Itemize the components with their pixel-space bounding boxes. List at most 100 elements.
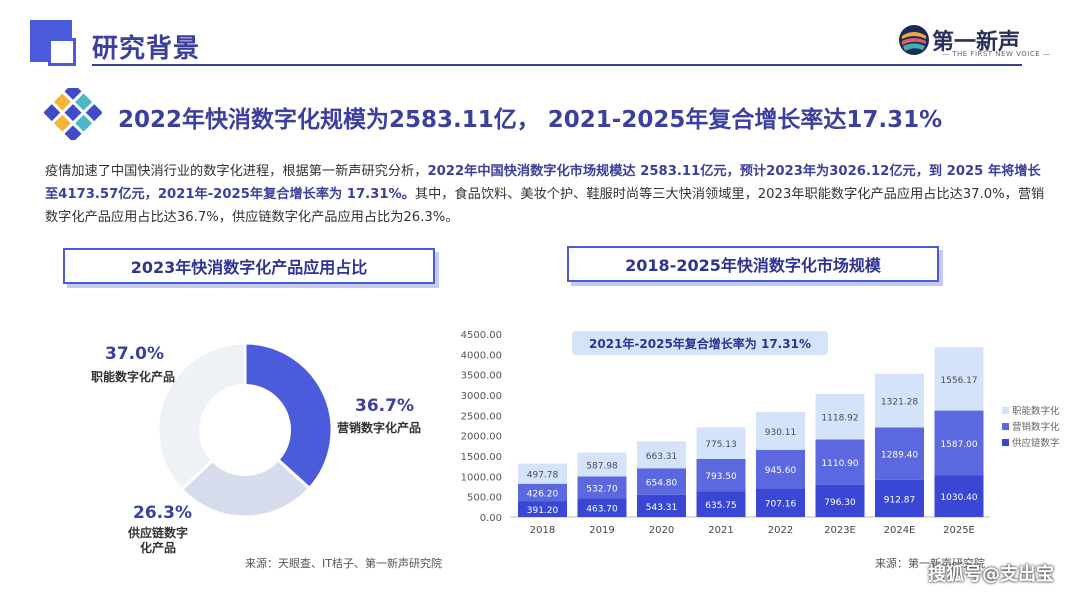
logo-subtitle: — THE FIRST NEW VOICE — <box>942 50 1051 58</box>
right-section-title: 2018-2025年快消数字化市场规模 <box>567 246 939 282</box>
slice-pct-label: 26.3% <box>133 503 192 523</box>
donut-hole <box>199 384 291 476</box>
bar-segment <box>696 458 746 492</box>
page-title: 研究背景 <box>92 34 201 64</box>
y-tick-label: 3500.00 <box>461 371 502 382</box>
bar-segment <box>518 463 567 484</box>
bar-segment <box>875 373 924 428</box>
paragraph-part-3: 其中，食品饮料、美妆个护、鞋服时尚等三大快消领域里，2023年职能数字化产品应用… <box>45 187 1045 225</box>
bar-value-label: 793.50 <box>705 472 737 482</box>
bar-value-label: 1321.28 <box>881 398 918 408</box>
left-section-title: 2023年快消数字化产品应用占比 <box>63 248 435 284</box>
bar-value-label: 945.60 <box>765 466 797 476</box>
y-tick-label: 3000.00 <box>461 391 502 402</box>
x-tick-label: 2025E <box>943 525 975 536</box>
y-tick-label: 0.00 <box>480 513 502 524</box>
right-source: 来源：第一新声研究院 <box>875 557 985 570</box>
cagr-callout: 2021年-2025年复合增长率为 17.31% <box>572 331 828 355</box>
bar-segment <box>815 393 865 440</box>
bar-segment <box>815 439 865 485</box>
bar-value-label: 1289.40 <box>881 451 918 461</box>
bar-segment <box>815 484 865 517</box>
x-tick-label: 2019 <box>589 525 614 536</box>
bar-value-label: 426.20 <box>527 489 559 499</box>
bar-value-label: 796.30 <box>824 498 856 508</box>
bar-value-label: 707.16 <box>765 500 797 510</box>
bar-value-label: 663.31 <box>646 452 678 462</box>
header-decor-outline <box>48 38 76 66</box>
bar-segment <box>756 411 805 450</box>
bar-value-label: 1118.92 <box>821 414 858 424</box>
legend-label: 供应链数字化 <box>1012 437 1060 449</box>
bar-segment <box>934 475 984 517</box>
y-tick-label: 1500.00 <box>461 452 502 463</box>
slice-pct-label: 36.7% <box>355 396 414 416</box>
y-tick-label: 4000.00 <box>461 350 502 361</box>
bar-segment <box>637 441 686 469</box>
header-divider <box>92 64 1022 66</box>
x-tick-label: 2022 <box>768 525 793 536</box>
bar-chart: 0.00 500.00 1000.00 1500.00 2000.00 2500.00 30… <box>461 330 1060 536</box>
logo-icon <box>899 25 929 55</box>
bar-value-label: 497.78 <box>527 471 559 481</box>
slice-name-label: 营销数字化产品 <box>337 421 422 435</box>
x-tick-label: 2023E <box>824 525 856 536</box>
diamond-pattern-icon <box>43 82 103 143</box>
legend-label: 职能数字化 <box>1012 405 1060 417</box>
intro-paragraph: 疫情加速了中国快消行业的数字化进程，根据第一新声研究分析，2022年中国快消数字… <box>45 160 1045 229</box>
bar-segment <box>696 427 746 459</box>
x-tick-label: 2018 <box>530 525 555 536</box>
logo-text: 第一新声 <box>932 30 1021 55</box>
bar-value-label: 587.98 <box>586 462 618 472</box>
bar-value-label: 1587.00 <box>940 440 977 450</box>
bar-value-label: 635.75 <box>705 501 737 511</box>
bar-value-label: 1030.40 <box>940 493 977 503</box>
bar-value-label: 930.11 <box>765 428 797 438</box>
bar-segment <box>756 449 805 489</box>
x-tick-label: 2024E <box>884 525 916 536</box>
slice-pct-label: 37.0% <box>105 344 164 364</box>
bar-segment <box>875 479 924 517</box>
bar-segment <box>934 347 984 411</box>
bar-segment <box>577 452 627 477</box>
bar-value-label: 543.31 <box>646 503 678 513</box>
bar-segment <box>637 494 686 517</box>
bar-segment <box>696 491 746 517</box>
bar-value-label: 775.13 <box>705 440 737 450</box>
slice-name-label: 职能数字化产品 <box>91 370 176 384</box>
y-tick-label: 1000.00 <box>461 472 502 483</box>
y-tick-label: 500.00 <box>467 493 502 504</box>
bar-segment <box>756 488 805 517</box>
y-tick-label: 2500.00 <box>461 411 502 422</box>
bar-value-label: 391.20 <box>527 506 559 516</box>
x-tick-label: 2021 <box>708 525 733 536</box>
bar-segment <box>637 468 686 495</box>
headline: 2022年快消数字化规模为2583.11亿， 2021-2025年复合增长率达1… <box>118 107 943 133</box>
bar-value-label: 912.87 <box>884 495 916 505</box>
legend-label: 营销数字化 <box>1012 421 1060 433</box>
legend-swatch <box>1002 423 1009 430</box>
slice-name-label: 供应链数字化产品 <box>127 526 188 555</box>
left-source: 来源：天眼查、IT桔子、第一新声研究院 <box>245 557 442 570</box>
bar-value-label: 1110.90 <box>821 459 858 469</box>
bar-segment <box>518 483 567 502</box>
y-tick-label: 4500.00 <box>461 330 502 341</box>
bar-segment <box>934 410 984 476</box>
bar-segment <box>518 501 567 517</box>
bar-value-label: 463.70 <box>586 505 618 515</box>
x-tick-label: 2020 <box>649 525 674 536</box>
bar-value-label: 532.70 <box>586 484 618 494</box>
legend-swatch <box>1002 439 1009 446</box>
legend-swatch <box>1002 407 1009 414</box>
donut-chart <box>156 341 334 519</box>
paragraph-part-1: 疫情加速了中国快消行业的数字化进程，根据第一新声研究分析， <box>45 164 428 179</box>
bar-segment <box>577 476 627 499</box>
y-tick-label: 2000.00 <box>461 432 502 443</box>
bar-value-label: 1556.17 <box>940 376 977 386</box>
watermark: 搜狐号@支出宝 <box>928 564 1054 585</box>
bar-segment <box>875 427 924 480</box>
bar-segment <box>577 498 627 517</box>
bar-value-label: 654.80 <box>646 479 678 489</box>
logo <box>898 24 930 56</box>
paragraph-highlight: 2022年中国快消数字化市场规模达 2583.11亿元，预计2023年为3026… <box>45 164 1041 202</box>
